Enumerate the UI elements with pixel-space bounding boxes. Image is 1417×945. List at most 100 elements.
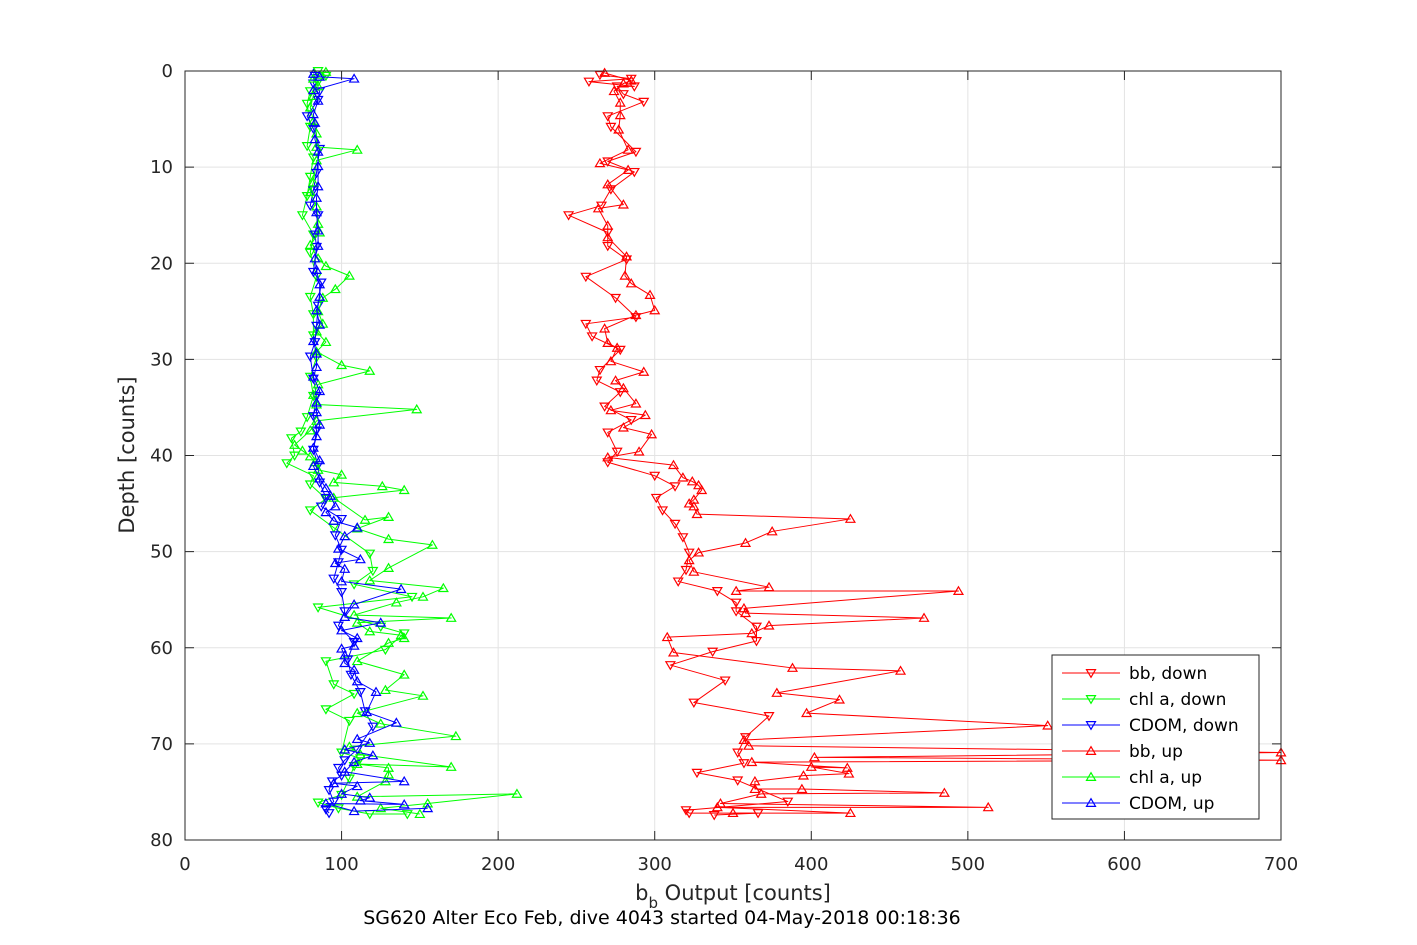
data-point — [586, 332, 598, 342]
data-point — [320, 798, 332, 808]
data-point — [323, 809, 335, 819]
data-point — [312, 80, 324, 91]
data-point — [304, 239, 316, 249]
legend-label: chl a, down — [1129, 690, 1226, 710]
data-point — [315, 502, 327, 512]
data-point — [348, 640, 360, 650]
data-point — [602, 112, 614, 122]
data-point — [336, 545, 348, 556]
data-point — [611, 342, 623, 352]
data-point — [610, 293, 622, 304]
data-point — [320, 260, 332, 271]
data-point — [398, 484, 410, 495]
data-point — [339, 649, 351, 660]
data-point — [714, 798, 727, 808]
data-point — [844, 807, 856, 818]
data-point — [351, 675, 363, 686]
data-point — [390, 717, 402, 727]
legend-swatch-marker — [1085, 771, 1097, 781]
data-point — [617, 382, 629, 393]
data-point — [732, 776, 744, 786]
data-point — [719, 676, 731, 686]
data-point — [379, 684, 391, 695]
data-point — [328, 797, 340, 808]
data-point — [312, 798, 324, 808]
y-tick-label: 50 — [150, 542, 173, 563]
chart-caption: SG620 Alter Eco Feb, dive 4043 started 0… — [363, 907, 961, 929]
data-point — [599, 402, 611, 412]
data-point — [417, 591, 429, 601]
data-point — [730, 598, 742, 609]
data-point — [594, 365, 606, 376]
data-point — [343, 270, 355, 280]
data-point — [511, 788, 523, 798]
data-point — [638, 97, 650, 108]
data-point — [307, 79, 319, 89]
data-point — [310, 348, 323, 358]
data-point — [289, 439, 301, 449]
data-point — [317, 292, 329, 302]
data-point — [304, 425, 316, 435]
data-point — [312, 225, 324, 235]
data-point — [375, 718, 387, 728]
data-point — [367, 722, 379, 733]
data-point — [367, 566, 379, 577]
data-point — [688, 500, 700, 511]
data-point — [329, 283, 341, 294]
data-point — [918, 612, 930, 622]
data-point — [672, 577, 684, 587]
legend-label: chl a, up — [1129, 768, 1202, 788]
data-point — [351, 655, 363, 666]
data-point — [749, 783, 761, 794]
data-point — [304, 506, 316, 516]
data-point — [602, 451, 614, 462]
data-point — [348, 756, 360, 767]
legend-swatch-marker — [1085, 695, 1097, 705]
data-point — [348, 73, 360, 83]
data-point — [743, 740, 755, 750]
data-point — [445, 612, 457, 622]
data-point — [351, 522, 363, 532]
data-point — [617, 90, 629, 100]
y-tick-label: 10 — [150, 157, 173, 178]
data-point — [339, 607, 351, 617]
data-point — [691, 508, 703, 519]
legend-swatch-marker — [1085, 797, 1097, 807]
data-point — [339, 756, 351, 766]
data-point — [602, 428, 614, 438]
legend-swatch-marker — [1085, 745, 1097, 755]
data-point — [320, 657, 332, 667]
x-tick-label: 100 — [324, 854, 358, 875]
data-point — [304, 102, 316, 112]
data-point — [801, 707, 813, 718]
tick-labels: 0 100 200 300 400 500 600 700 0 10 20 30 40 50 60 70 80 — [150, 61, 1298, 875]
data-point — [285, 434, 298, 444]
data-point — [677, 533, 689, 543]
data-point — [739, 607, 752, 618]
data-point — [656, 506, 669, 516]
y-tick-label: 40 — [150, 446, 173, 467]
data-point — [730, 607, 742, 617]
data-point — [617, 78, 629, 88]
data-point — [622, 164, 634, 174]
data-point — [301, 142, 313, 152]
data-point — [688, 698, 700, 708]
data-point — [805, 761, 817, 771]
data-point — [894, 665, 907, 675]
data-point — [307, 460, 319, 471]
data-point — [580, 319, 592, 330]
y-tick-label: 30 — [150, 349, 173, 370]
data-point — [630, 313, 642, 323]
data-point — [602, 337, 614, 348]
data-point — [398, 775, 410, 786]
data-point — [307, 335, 319, 346]
data-point — [339, 744, 351, 754]
data-point — [348, 599, 360, 609]
data-point — [376, 480, 388, 491]
data-point — [295, 427, 307, 437]
data-point — [614, 109, 626, 120]
y-tick-label: 80 — [150, 830, 173, 851]
data-point — [406, 592, 418, 603]
data-point — [364, 625, 376, 636]
data-point — [669, 482, 681, 492]
